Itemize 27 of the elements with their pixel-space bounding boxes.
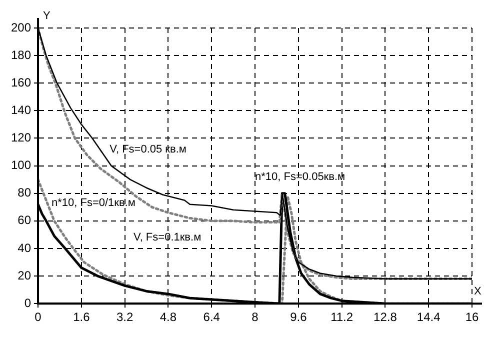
- y-tick-label: 140: [10, 102, 32, 117]
- y-tick-label: 20: [18, 268, 32, 282]
- x-tick-label: 14.4: [416, 310, 441, 324]
- x-tick-label: 3.2: [116, 310, 134, 324]
- x-tick-label: 8: [252, 310, 259, 324]
- x-tick-label: 9.6: [290, 310, 308, 324]
- x-tick-label: 12.8: [374, 310, 398, 324]
- y-tick-label: 180: [10, 48, 32, 62]
- x-tick-label: 4.8: [160, 310, 177, 324]
- y-tick-label: 80: [18, 186, 32, 200]
- y-tick-label: 60: [18, 213, 32, 228]
- x-tick-label: 6.4: [203, 310, 220, 324]
- x-axis-title: X: [474, 286, 482, 298]
- y-tick-label: 200: [10, 20, 32, 34]
- y-axis-title: Y: [43, 10, 52, 22]
- x-tick-label: 1.6: [73, 310, 90, 324]
- annotation: V, Fs=0.05 кв.м: [110, 143, 186, 156]
- y-tick-label: 0: [24, 296, 32, 310]
- annotation: n*10, Fs=0.05кв.м: [255, 170, 346, 183]
- x-tick-label: 16: [465, 310, 479, 324]
- y-tick-label: 40: [18, 240, 32, 255]
- annotation: n*10, Fs=0/1кв.м: [51, 197, 136, 210]
- x-tick-label: 11.2: [330, 310, 354, 324]
- y-tick-label: 120: [10, 130, 32, 145]
- y-tick-label: 160: [10, 75, 32, 90]
- x-tick-label: 0: [34, 310, 42, 324]
- y-tick-label: 100: [10, 158, 32, 172]
